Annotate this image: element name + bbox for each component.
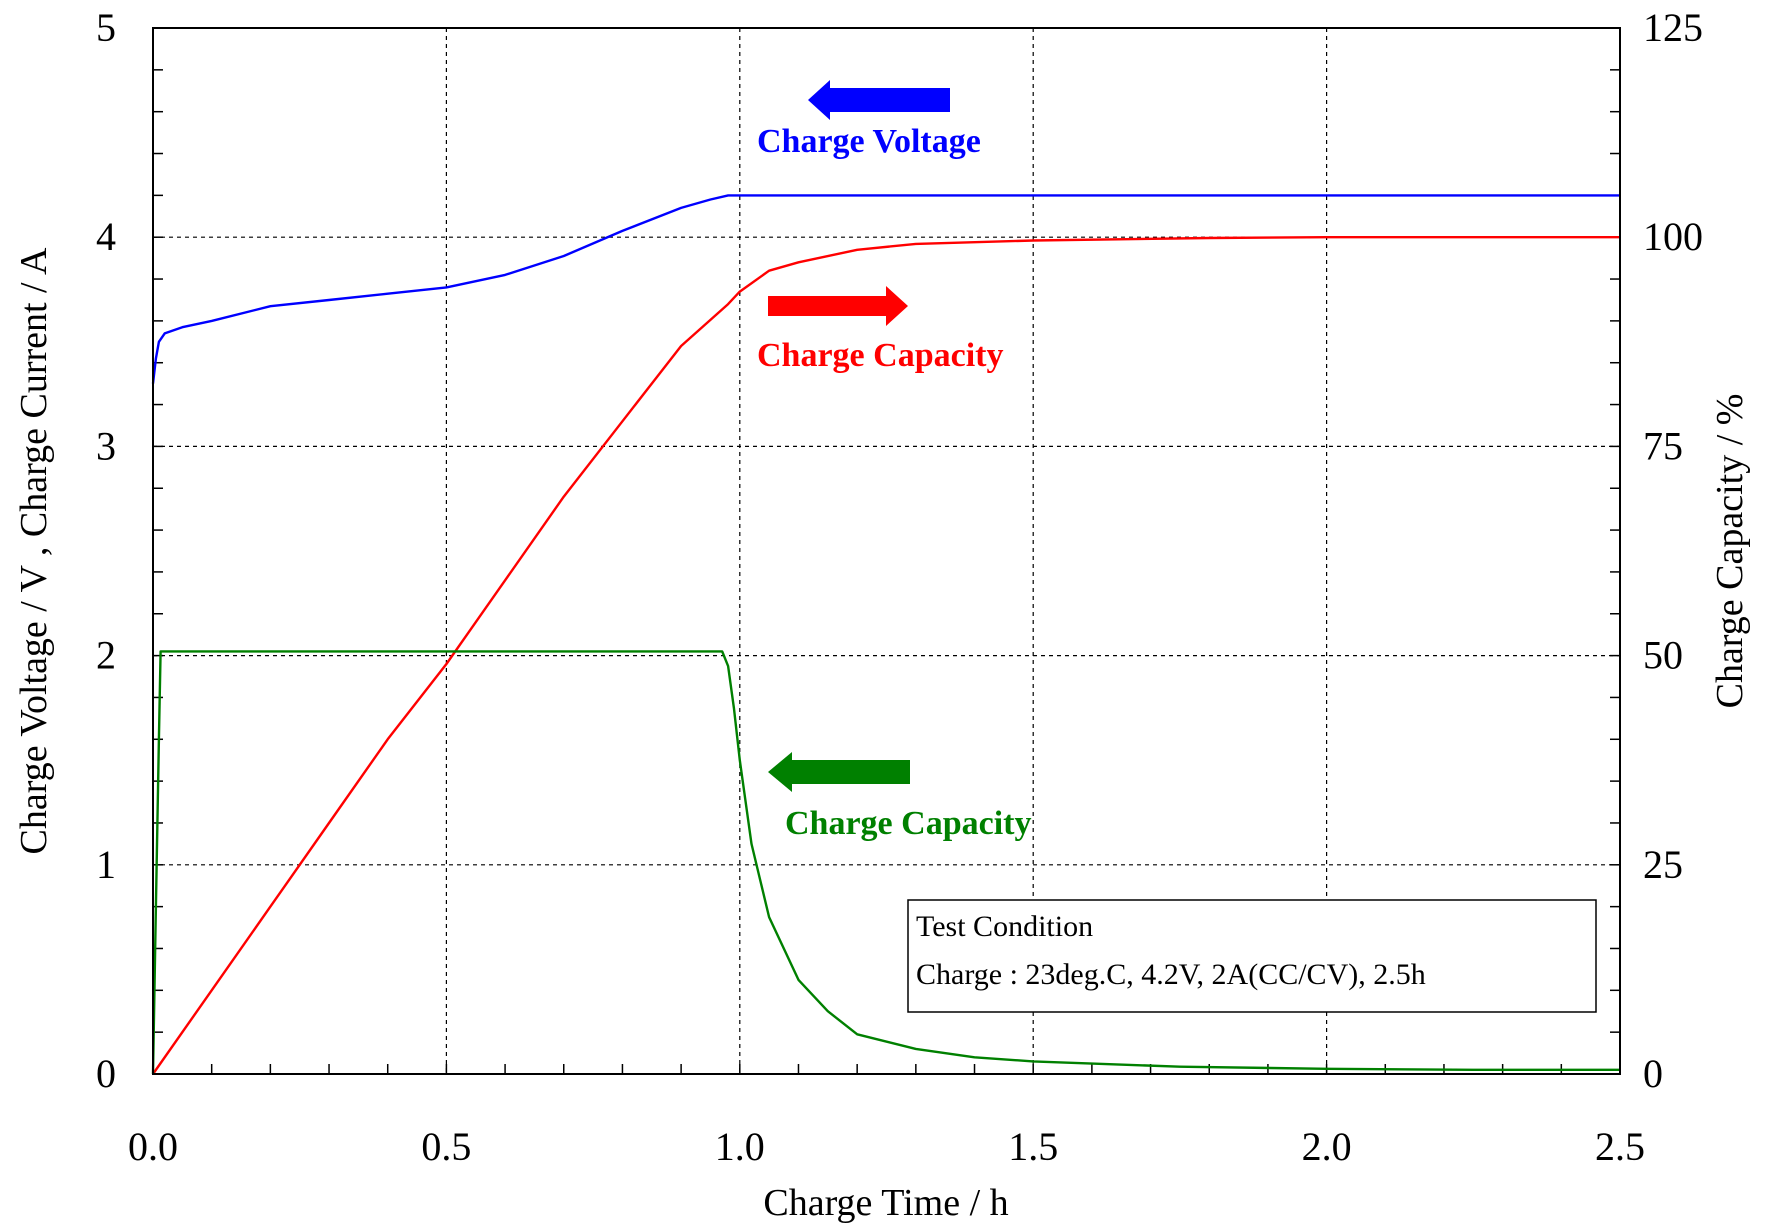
y-left-tick-label: 5 <box>96 5 116 50</box>
x-tick-label: 1.5 <box>1008 1124 1058 1169</box>
test-condition-title: Test Condition <box>916 910 1093 943</box>
y-left-axis-title: Charge Voltage / V , Charge Current / A <box>13 247 55 854</box>
current-series-line <box>151 650 1620 1075</box>
y-right-axis-title: Charge Capacity / % <box>1709 394 1751 709</box>
y-left-tick-labels: 0 1 2 3 4 5 <box>96 5 116 1096</box>
x-tick-labels: 0.0 0.5 1.0 1.5 2.0 2.5 <box>128 1124 1645 1169</box>
y-left-tick-label: 1 <box>96 842 116 887</box>
test-condition-detail: Charge : 23deg.C, 4.2V, 2A(CC/CV), 2.5h <box>916 958 1426 991</box>
voltage-annotation-label: Charge Voltage <box>757 123 981 160</box>
x-tick-label: 2.0 <box>1302 1124 1352 1169</box>
x-tick-label: 1.0 <box>715 1124 765 1169</box>
y-right-tick-label: 0 <box>1643 1051 1663 1096</box>
series-layer <box>151 194 1620 1075</box>
current-annotation-label: Charge Capacity <box>785 805 1031 842</box>
plot-frame <box>152 27 1621 1075</box>
voltage-arrow-icon <box>808 80 950 120</box>
y-right-tick-label: 25 <box>1643 842 1683 887</box>
capacity-arrow-icon <box>768 286 908 326</box>
x-tick-label: 2.5 <box>1595 1124 1645 1169</box>
y-left-tick-label: 3 <box>96 423 116 468</box>
x-tick-label: 0.0 <box>128 1124 178 1169</box>
y-right-tick-label: 125 <box>1643 5 1703 50</box>
y-right-tick-label: 50 <box>1643 633 1683 678</box>
y-left-tick-label: 2 <box>96 633 116 678</box>
grid-lines <box>153 28 1620 1074</box>
capacity-series-line <box>152 235 1620 1075</box>
capacity-annotation-label: Charge Capacity <box>757 337 1003 374</box>
y-right-tick-labels: 0 25 50 75 100 125 <box>1643 5 1703 1096</box>
voltage-series-line <box>151 194 1620 384</box>
y-left-tick-label: 0 <box>96 1051 116 1096</box>
x-tick-label: 0.5 <box>421 1124 471 1169</box>
y-left-tick-label: 4 <box>96 214 116 259</box>
current-arrow-icon <box>768 752 910 792</box>
test-condition-box: Test Condition Charge : 23deg.C, 4.2V, 2… <box>907 899 1597 1013</box>
y-right-tick-label: 75 <box>1643 423 1683 468</box>
x-axis-title: Charge Time / h <box>763 1182 1008 1224</box>
y-right-tick-label: 100 <box>1643 214 1703 259</box>
